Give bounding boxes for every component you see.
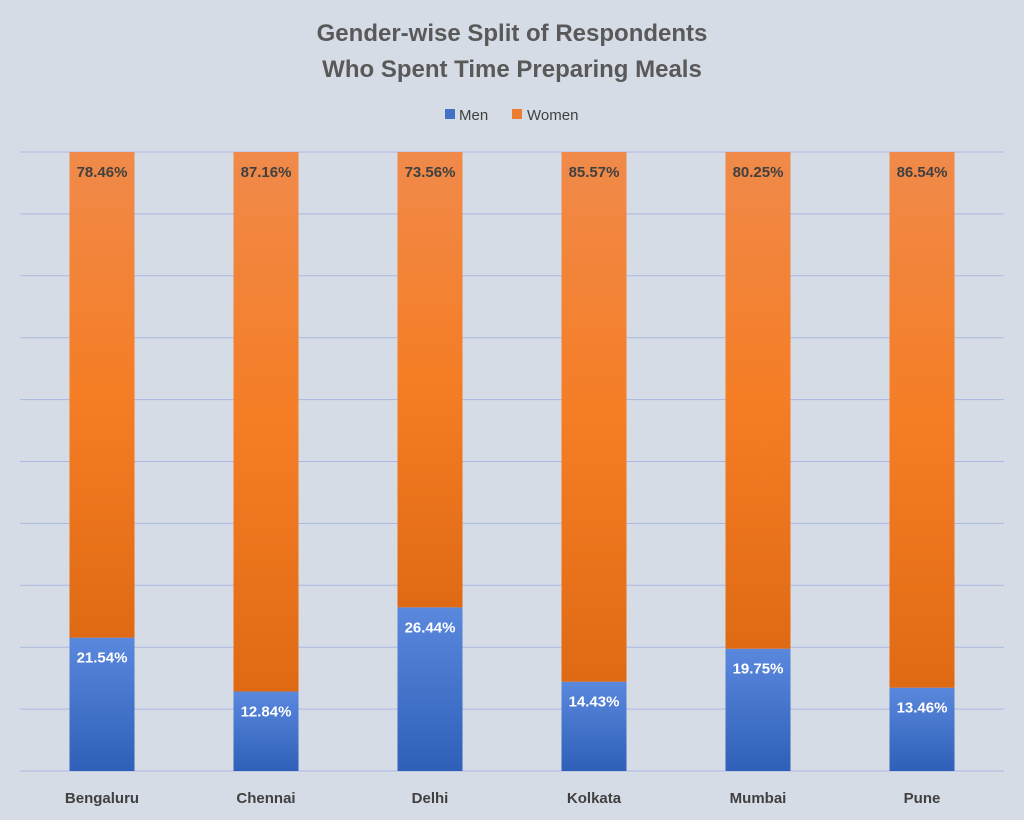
category-label-bengaluru: Bengaluru <box>65 790 139 807</box>
data-label-women-delhi: 73.56% <box>405 164 456 181</box>
bar-women-delhi <box>397 152 463 608</box>
gridlines <box>20 151 1004 772</box>
bar-women-bengaluru <box>69 152 135 638</box>
bar-women-mumbai <box>725 152 791 649</box>
chart-title-line-2: Who Spent Time Preparing Meals <box>322 56 702 83</box>
legend: Men Women <box>445 107 578 124</box>
data-label-women-pune: 86.54% <box>897 164 948 181</box>
bar-men-kolkata <box>561 681 627 771</box>
category-label-kolkata: Kolkata <box>567 790 622 807</box>
category-label-delhi: Delhi <box>412 790 449 807</box>
category-label-mumbai: Mumbai <box>730 790 787 807</box>
data-label-women-chennai: 87.16% <box>241 164 292 181</box>
legend-swatch-men <box>445 109 455 119</box>
chart-title-line-1: Gender-wise Split of Respondents <box>317 20 708 47</box>
data-label-men-delhi: 26.44% <box>405 619 456 636</box>
data-label-women-bengaluru: 78.46% <box>77 164 128 181</box>
category-label-chennai: Chennai <box>236 790 295 807</box>
bar-men-delhi <box>397 607 463 771</box>
bar-men-pune <box>889 687 955 771</box>
bar-women-kolkata <box>561 152 627 682</box>
category-label-pune: Pune <box>904 790 941 807</box>
data-labels: 78.46% 21.54% 87.16% 12.84% 73.56% 26.44% 85.5… <box>77 164 948 721</box>
category-axis: Bengaluru Chennai Delhi Kolkata Mumbai Pune <box>65 790 940 807</box>
bar-men-mumbai <box>725 648 791 771</box>
data-label-women-kolkata: 85.57% <box>569 164 620 181</box>
data-label-men-pune: 13.46% <box>897 700 948 717</box>
legend-label-men: Men <box>459 107 488 124</box>
bars <box>69 152 955 771</box>
bar-women-pune <box>889 152 955 688</box>
data-label-men-mumbai: 19.75% <box>733 661 784 678</box>
bar-men-bengaluru <box>69 637 135 771</box>
legend-label-women: Women <box>527 107 578 124</box>
data-label-women-mumbai: 80.25% <box>733 164 784 181</box>
data-label-men-chennai: 12.84% <box>241 704 292 721</box>
data-label-men-bengaluru: 21.54% <box>77 650 128 667</box>
data-label-men-kolkata: 14.43% <box>569 694 620 711</box>
bar-men-chennai <box>233 691 299 771</box>
bar-women-chennai <box>233 152 299 692</box>
legend-swatch-women <box>512 109 522 119</box>
